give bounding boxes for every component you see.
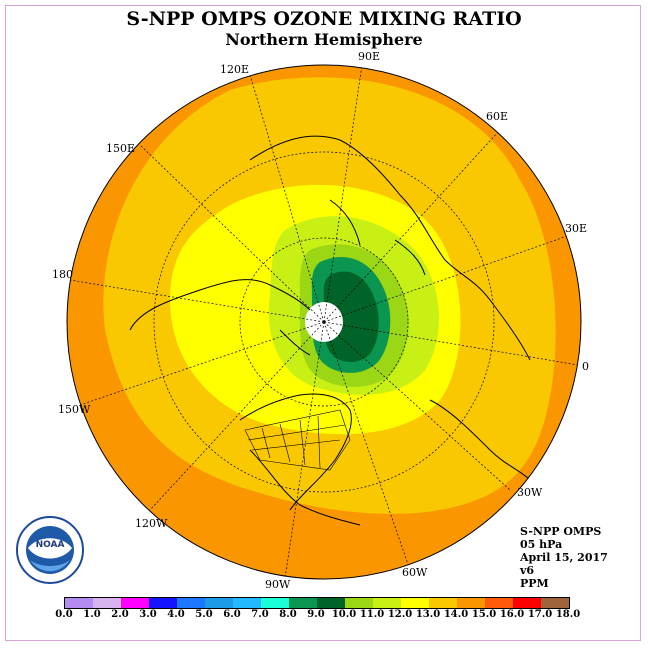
lon-label-60e: 60E [486, 110, 508, 123]
ozone-band-dark-green [323, 271, 379, 363]
lon-label-0: 0 [582, 360, 589, 373]
lon-label-120e: 120E [220, 63, 249, 76]
noaa-logo-text: NOAA [36, 540, 65, 550]
colorbar-swatch [65, 598, 93, 608]
colorbar-swatch [261, 598, 289, 608]
map-info: S-NPP OMPS 05 hPa April 15, 2017 v6 PPM [520, 525, 608, 590]
colorbar-swatch [93, 598, 121, 608]
colorbar-swatch [485, 598, 513, 608]
info-units: PPM [520, 577, 549, 590]
colorbar-tick-label: 1.0 [83, 609, 101, 620]
colorbar-swatch [205, 598, 233, 608]
lon-label-150w: 150W [58, 403, 91, 416]
colorbar-tick-label: 11.0 [359, 609, 385, 620]
colorbar-swatch [373, 598, 401, 608]
colorbar-tick-label: 18.0 [555, 609, 581, 620]
colorbar-tick-label: 15.0 [471, 609, 497, 620]
colorbar-ticks: 0.0 1.0 2.0 3.0 4.0 5.0 6.0 7.0 8.0 9.0 10.0 11.0 12… [50, 609, 610, 623]
colorbar [64, 597, 570, 609]
noaa-logo: NOAA [16, 516, 84, 584]
colorbar-swatch [457, 598, 485, 608]
lon-label-90e: 90E [358, 50, 380, 63]
info-instrument: S-NPP OMPS [520, 525, 602, 538]
colorbar-swatch [233, 598, 261, 608]
lon-label-90w: 90W [265, 578, 291, 591]
lon-label-120w: 120W [135, 517, 168, 530]
map-boundary [66, 64, 582, 580]
lon-label-30e: 30E [565, 222, 587, 235]
image-frame [5, 5, 641, 641]
colorbar-tick-label: 10.0 [331, 609, 357, 620]
colorbar-swatch [149, 598, 177, 608]
map-subtitle: Northern Hemisphere [225, 30, 423, 49]
colorbar-tick-label: 2.0 [111, 609, 129, 620]
lon-label-180: 180 [52, 268, 73, 281]
colorbar-swatch [289, 598, 317, 608]
colorbar-tick-label: 8.0 [279, 609, 297, 620]
colorbar-swatch [177, 598, 205, 608]
graticule [69, 65, 579, 579]
colorbar-swatch [513, 598, 541, 608]
colorbar-swatch [401, 598, 429, 608]
colorbar-tick-label: 4.0 [167, 609, 185, 620]
colorbar-tick-label: 13.0 [415, 609, 441, 620]
info-version: v6 [520, 564, 535, 577]
colorbar-swatch [121, 598, 149, 608]
info-date: April 15, 2017 [520, 551, 608, 564]
lon-label-60w: 60W [402, 566, 428, 579]
colorbar-swatch [541, 598, 569, 608]
colorbar-tick-label: 12.0 [387, 609, 413, 620]
colorbar-tick-label: 17.0 [527, 609, 553, 620]
colorbar-tick-label: 0.0 [55, 609, 73, 620]
lon-label-150e: 150E [106, 142, 135, 155]
colorbar-tick-label: 7.0 [251, 609, 269, 620]
map-title: S-NPP OMPS OZONE MIXING RATIO [126, 8, 522, 30]
colorbar-swatch [345, 598, 373, 608]
colorbar-swatch [429, 598, 457, 608]
colorbar-tick-label: 9.0 [307, 609, 325, 620]
colorbar-tick-label: 16.0 [499, 609, 525, 620]
colorbar-tick-label: 14.0 [443, 609, 469, 620]
usa-state-borders [244, 409, 351, 471]
colorbar-tick-label: 3.0 [139, 609, 157, 620]
lon-label-30w: 30W [517, 486, 543, 499]
colorbar-tick-label: 6.0 [223, 609, 241, 620]
coastlines [129, 135, 531, 526]
info-level: 05 hPa [520, 538, 563, 551]
colorbar-tick-label: 5.0 [195, 609, 213, 620]
colorbar-swatch [317, 598, 345, 608]
